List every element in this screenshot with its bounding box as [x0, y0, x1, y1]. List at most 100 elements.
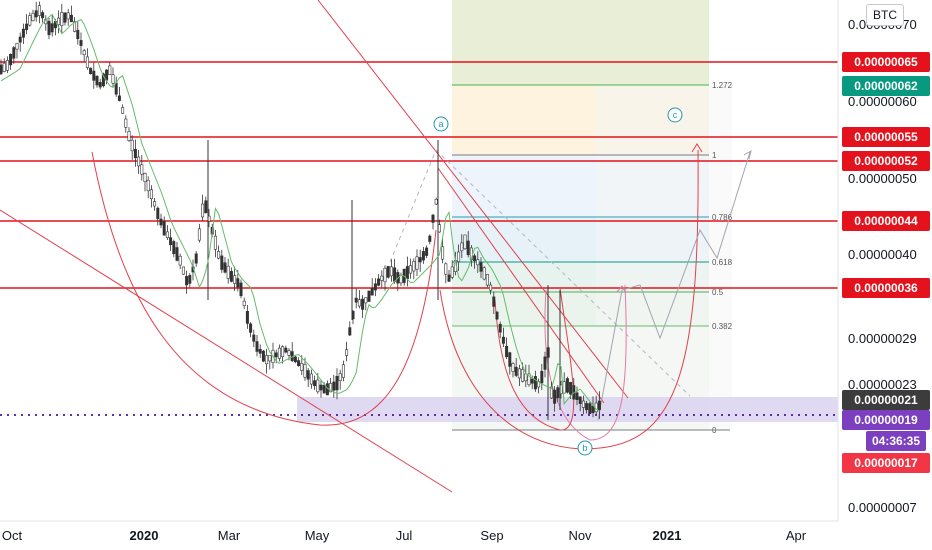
- candle-body: [252, 334, 256, 342]
- candle-body: [101, 73, 105, 87]
- channel-line: [437, 167, 605, 404]
- candle-body: [357, 299, 361, 307]
- candle-body: [165, 231, 169, 239]
- candle-body: [178, 255, 182, 266]
- y-tick: 0.00000040: [848, 247, 917, 262]
- candle-body: [377, 278, 381, 286]
- price-badges: 0.00000065 0.00000055 0.00000052 0.00000044…: [842, 52, 930, 473]
- candle-body: [159, 218, 163, 226]
- candle-body: [434, 199, 438, 205]
- candle-body: [322, 384, 326, 394]
- candle-body: [466, 240, 470, 256]
- y-tick: 0.00000060: [848, 94, 917, 109]
- candle-body: [498, 323, 502, 333]
- candle-body: [463, 234, 467, 250]
- projection-path: [597, 151, 751, 421]
- candle-body: [543, 356, 547, 370]
- candle-body: [428, 235, 432, 242]
- candle-body: [172, 241, 176, 255]
- red-level-badge: [842, 52, 930, 72]
- candle-body: [373, 283, 377, 291]
- candle-body: [137, 156, 141, 167]
- candle-body: [37, 5, 41, 16]
- candle-body: [329, 383, 333, 393]
- candle-body: [28, 15, 32, 26]
- candle-body: [85, 56, 89, 68]
- small-cup-2: [494, 287, 575, 431]
- candle-body: [204, 200, 208, 214]
- candle-body: [514, 366, 518, 376]
- fib-zones: [452, 0, 732, 430]
- candle-body: [245, 311, 249, 324]
- candle-body: [588, 403, 592, 415]
- candle-body: [95, 75, 99, 86]
- fib-level-label: 1: [712, 151, 717, 160]
- candle-body: [98, 82, 102, 88]
- candle-body: [332, 381, 336, 391]
- candle-body: [175, 247, 179, 261]
- candle-body: [223, 262, 227, 273]
- candle-body: [505, 345, 509, 358]
- candle-body: [149, 189, 153, 200]
- red-level-badge: [842, 278, 930, 298]
- y-tick: 0.00000050: [848, 171, 917, 186]
- candle-body: [50, 23, 54, 33]
- candle-body: [415, 256, 419, 270]
- red-level-label: 0.00000036: [854, 281, 918, 295]
- trend-drawings: [0, 0, 752, 493]
- price-badge: [842, 390, 930, 410]
- candle-body: [69, 14, 73, 23]
- candle-body: [517, 368, 521, 379]
- candle-body: [556, 387, 560, 399]
- candle-body: [364, 297, 368, 304]
- candle-body: [15, 43, 19, 50]
- price-badge: [866, 431, 926, 451]
- candle-body: [313, 380, 317, 387]
- x-tick: Nov: [568, 528, 592, 543]
- candle-body: [553, 389, 557, 404]
- currency-button[interactable]: BTC: [866, 4, 904, 26]
- candle-body: [533, 376, 537, 390]
- candle-body: [431, 214, 435, 223]
- candle-body: [421, 251, 425, 261]
- candle-body: [345, 349, 349, 356]
- arrow-head-3: [616, 285, 627, 294]
- arrow-head-2: [743, 149, 752, 160]
- candle-body: [226, 265, 230, 279]
- candle-body: [153, 201, 157, 207]
- candle-body: [0, 64, 3, 75]
- candle-body: [188, 275, 192, 284]
- fib-zone-right: [596, 85, 732, 430]
- candle-body: [284, 347, 288, 353]
- wave-c-label: c: [673, 110, 678, 120]
- candle-body: [393, 267, 397, 282]
- wave-c-marker: [667, 107, 683, 123]
- red-level-label: 0.00000055: [854, 130, 918, 144]
- candle-body: [268, 354, 272, 362]
- candle-body: [303, 364, 307, 378]
- candle-body: [450, 266, 454, 278]
- x-tick: Sep: [480, 528, 503, 543]
- candle-body: [585, 403, 589, 411]
- candle-body: [31, 12, 35, 22]
- price-badge: [842, 76, 930, 96]
- fib-level-label: 0.382: [712, 322, 733, 331]
- candle-body: [508, 352, 512, 367]
- candle-body: [274, 352, 278, 358]
- x-tick: Jul: [396, 528, 413, 543]
- candle-body: [127, 131, 131, 141]
- fib-level-label: 1.272: [712, 81, 733, 90]
- candle-body: [197, 228, 201, 241]
- fib-level-label: 0.618: [712, 258, 733, 267]
- candle-body: [389, 266, 393, 277]
- candle-body: [236, 278, 240, 288]
- candle-body: [293, 356, 297, 363]
- candle-body: [92, 70, 96, 81]
- candle-body: [111, 74, 115, 84]
- small-cup: [544, 284, 627, 441]
- candle-body: [383, 267, 387, 283]
- candle-body: [169, 237, 173, 246]
- candle-body: [479, 262, 483, 272]
